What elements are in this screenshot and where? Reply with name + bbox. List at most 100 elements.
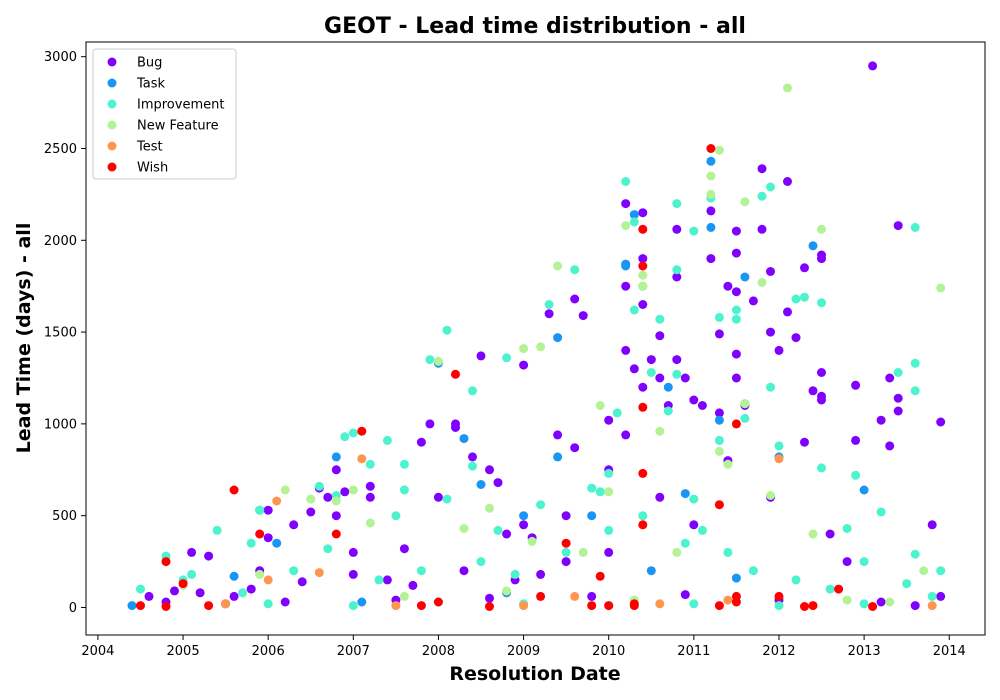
data-point (621, 345, 631, 355)
data-point (323, 544, 333, 554)
data-point (357, 426, 367, 436)
data-point (408, 580, 418, 590)
data-point (357, 597, 367, 607)
data-point (689, 520, 699, 530)
data-point (348, 601, 358, 611)
data-point (604, 601, 614, 611)
data-point (399, 485, 409, 495)
data-point (936, 591, 946, 601)
x-tick-label: 2011 (677, 644, 710, 659)
data-point (817, 298, 826, 308)
data-point (723, 547, 733, 557)
data-point (161, 557, 171, 567)
data-point (842, 595, 852, 605)
x-tick-label: 2006 (252, 644, 285, 659)
data-point (229, 591, 239, 601)
x-tick-label: 2012 (762, 644, 795, 659)
data-point (553, 261, 563, 271)
data-point (621, 281, 631, 291)
data-point (621, 221, 631, 231)
data-point (433, 492, 443, 502)
data-point (570, 591, 580, 601)
data-point (663, 406, 673, 416)
data-point (876, 507, 886, 517)
data-point (791, 575, 801, 585)
data-point (834, 584, 844, 594)
data-point (365, 481, 375, 491)
data-point (544, 300, 554, 309)
data-point (519, 360, 529, 370)
data-point (144, 591, 154, 601)
y-axis-label: Lead Time (days) - all (13, 223, 35, 454)
data-point (817, 254, 826, 264)
data-point (331, 496, 341, 506)
data-point (680, 538, 690, 548)
data-point (365, 459, 375, 469)
data-point (783, 83, 792, 93)
data-point (604, 415, 614, 425)
data-point (706, 189, 716, 199)
data-point (629, 305, 639, 315)
data-point (740, 197, 750, 207)
data-point (868, 602, 878, 611)
data-point (714, 329, 724, 339)
data-point (936, 566, 946, 576)
legend-label: Wish (137, 161, 168, 176)
data-point (621, 430, 631, 440)
data-point (808, 529, 818, 539)
data-point (485, 503, 494, 513)
data-point (740, 272, 750, 282)
data-point (885, 597, 895, 607)
data-point (910, 549, 920, 559)
data-point (757, 278, 767, 287)
data-point (714, 145, 724, 155)
data-point (731, 573, 741, 583)
y-tick-label: 500 (52, 509, 77, 524)
data-point (714, 408, 724, 418)
data-point (689, 395, 699, 405)
data-point (519, 511, 529, 521)
data-point (451, 419, 460, 429)
data-point (714, 312, 724, 322)
data-point (714, 435, 724, 445)
data-point (204, 551, 214, 561)
data-point (382, 435, 392, 445)
data-point (783, 177, 792, 186)
data-point (800, 602, 809, 611)
data-point (808, 601, 818, 611)
data-point (808, 241, 818, 251)
data-point (459, 434, 469, 444)
data-point (655, 492, 665, 502)
data-point (919, 566, 929, 576)
data-point (502, 353, 512, 363)
data-point (842, 557, 852, 567)
data-point (459, 524, 469, 533)
legend-marker (107, 162, 117, 172)
data-point (646, 355, 656, 365)
data-point (638, 402, 648, 412)
data-point (561, 557, 571, 567)
data-point (851, 380, 861, 390)
data-point (604, 547, 614, 557)
data-point (697, 525, 707, 535)
y-axis-ticks: 0 500 1000 1500 2000 2500 3000 (44, 50, 86, 616)
data-point (561, 511, 571, 521)
data-point (791, 294, 801, 304)
data-point (502, 586, 512, 596)
data-point (672, 224, 682, 234)
data-point (859, 557, 869, 567)
data-point (638, 261, 648, 271)
x-tick-label: 2009 (507, 644, 540, 659)
data-point (595, 401, 605, 410)
data-point (766, 327, 775, 337)
data-point (621, 177, 631, 186)
x-tick-label: 2014 (933, 644, 966, 659)
data-point (442, 325, 452, 335)
data-point (723, 595, 733, 605)
data-point (468, 452, 477, 462)
data-point (638, 270, 648, 280)
legend-label: New Feature (137, 119, 219, 134)
data-point (374, 575, 384, 585)
data-point (714, 601, 724, 611)
